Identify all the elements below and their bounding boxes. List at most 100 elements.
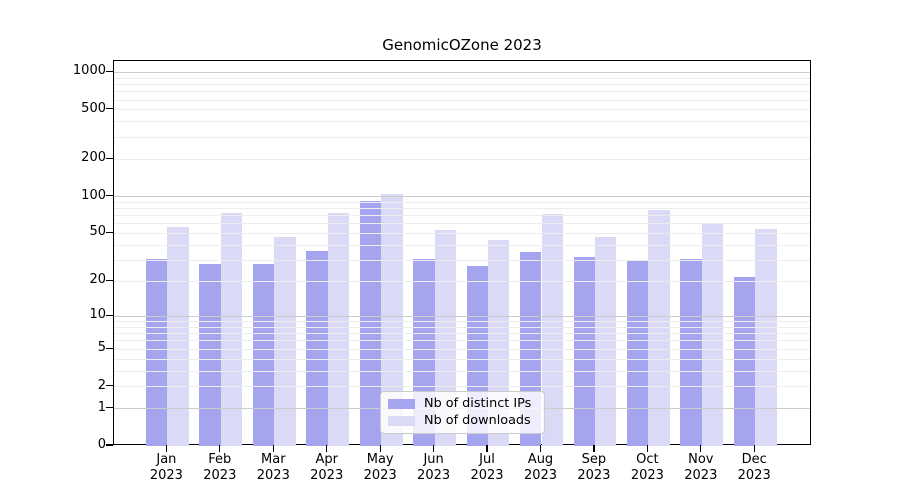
minor-gridline <box>114 370 810 372</box>
minor-gridline <box>114 201 810 203</box>
x-tick-mark <box>272 445 274 452</box>
x-tick-mark <box>432 445 435 452</box>
bar-downloads-dec <box>755 229 777 446</box>
bar-downloads-aug <box>541 214 563 446</box>
x-tick-label: Feb 2023 <box>203 452 237 483</box>
x-tick-mark <box>593 445 595 452</box>
x-tick-mark <box>700 445 702 452</box>
y-tick-mark <box>106 314 113 316</box>
legend-swatch-distinct-ips <box>388 398 415 410</box>
minor-gridline <box>114 259 810 261</box>
bar-distinct-ips-mar <box>252 263 275 446</box>
major-gridline <box>114 315 810 317</box>
y-tick-mark <box>106 347 113 349</box>
y-tick-mark <box>106 194 113 197</box>
bar-distinct-ips-dec <box>733 276 756 446</box>
minor-gridline <box>114 358 810 360</box>
bar-downloads-apr <box>327 212 350 446</box>
bar-distinct-ips-nov <box>680 258 702 446</box>
y-tick-label: 200 <box>81 150 106 166</box>
legend-label-downloads: Nb of downloads <box>424 413 531 428</box>
bar-distinct-ips-apr <box>306 250 328 446</box>
x-tick-mark <box>539 445 542 452</box>
x-tick-label: Sep 2023 <box>577 452 611 483</box>
bar-distinct-ips-feb <box>199 263 221 446</box>
plot-area <box>113 60 811 446</box>
y-tick-mark <box>106 279 113 281</box>
y-tick-mark <box>106 157 113 159</box>
minor-gridline <box>114 84 810 85</box>
x-tick-mark <box>753 445 755 452</box>
minor-gridline <box>114 91 810 93</box>
y-tick-label: 0 <box>97 437 106 452</box>
bar-distinct-ips-jan <box>146 258 168 446</box>
x-tick-label: Oct 2023 <box>630 452 664 483</box>
x-tick-label: Apr 2023 <box>310 452 344 483</box>
y-tick-mark <box>106 231 113 234</box>
y-tick-label: 10 <box>89 307 106 323</box>
minor-gridline <box>114 121 810 123</box>
bar-distinct-ips-may <box>359 200 382 446</box>
y-tick-label: 1 <box>97 399 106 415</box>
legend-row-downloads: Nb of downloads <box>388 414 537 428</box>
minor-gridline <box>114 244 810 246</box>
x-tick-mark <box>219 445 221 452</box>
minor-gridline <box>114 386 810 388</box>
bar-distinct-ips-sep <box>573 256 595 446</box>
minor-gridline <box>114 215 810 216</box>
x-tick-mark <box>326 445 328 452</box>
y-tick-label: 5 <box>97 340 106 356</box>
minor-gridline <box>114 232 810 234</box>
grid-layer <box>114 61 810 444</box>
minor-gridline <box>114 158 810 160</box>
minor-gridline <box>114 321 810 322</box>
major-gridline <box>114 196 810 197</box>
minor-gridline <box>114 136 810 138</box>
x-tick-mark <box>165 445 168 452</box>
x-tick-label: Dec 2023 <box>737 452 771 483</box>
y-tick-mark <box>106 70 113 73</box>
y-tick-label: 1000 <box>72 63 106 79</box>
chart-title: GenomicOZone 2023 <box>382 36 542 54</box>
x-tick-mark <box>646 445 648 452</box>
minor-gridline <box>114 77 810 79</box>
y-tick-mark <box>106 384 113 387</box>
x-tick-label: Jul 2023 <box>470 452 504 483</box>
minor-gridline <box>114 340 810 342</box>
major-gridline <box>114 71 810 73</box>
y-tick-label: 2 <box>97 377 106 393</box>
bar-downloads-mar <box>274 236 296 446</box>
y-tick-mark <box>106 108 113 110</box>
x-tick-label: May 2023 <box>363 452 397 483</box>
minor-gridline <box>114 326 810 328</box>
y-tick-label: 500 <box>81 100 106 116</box>
bar-downloads-sep <box>594 236 617 446</box>
y-tick-label: 20 <box>89 272 106 288</box>
bar-distinct-ips-oct <box>627 260 649 446</box>
minor-gridline <box>114 223 810 225</box>
x-tick-mark <box>379 445 381 452</box>
bar-downloads-nov <box>701 222 724 446</box>
minor-gridline <box>114 348 810 350</box>
x-tick-label: Nov 2023 <box>684 452 718 483</box>
y-tick-label: 100 <box>81 187 106 203</box>
x-tick-label: Jun 2023 <box>417 452 451 483</box>
minor-gridline <box>114 109 810 111</box>
x-tick-mark <box>486 445 488 452</box>
legend: Nb of distinct IPs Nb of downloads <box>380 391 545 434</box>
x-tick-label: Aug 2023 <box>523 452 558 483</box>
minor-gridline <box>114 333 810 335</box>
y-tick-mark <box>106 444 113 446</box>
legend-swatch-downloads <box>388 415 415 427</box>
x-tick-label: Mar 2023 <box>256 452 290 483</box>
y-tick-label: 50 <box>89 224 106 240</box>
minor-gridline <box>114 99 810 101</box>
legend-row-distinct-ips: Nb of distinct IPs <box>388 397 537 411</box>
y-tick-mark <box>106 406 113 409</box>
bar-downloads-may <box>381 194 403 446</box>
x-tick-label: Jan 2023 <box>149 452 183 483</box>
bar-downloads-feb <box>220 212 243 446</box>
minor-gridline <box>114 207 810 209</box>
minor-gridline <box>114 280 810 282</box>
